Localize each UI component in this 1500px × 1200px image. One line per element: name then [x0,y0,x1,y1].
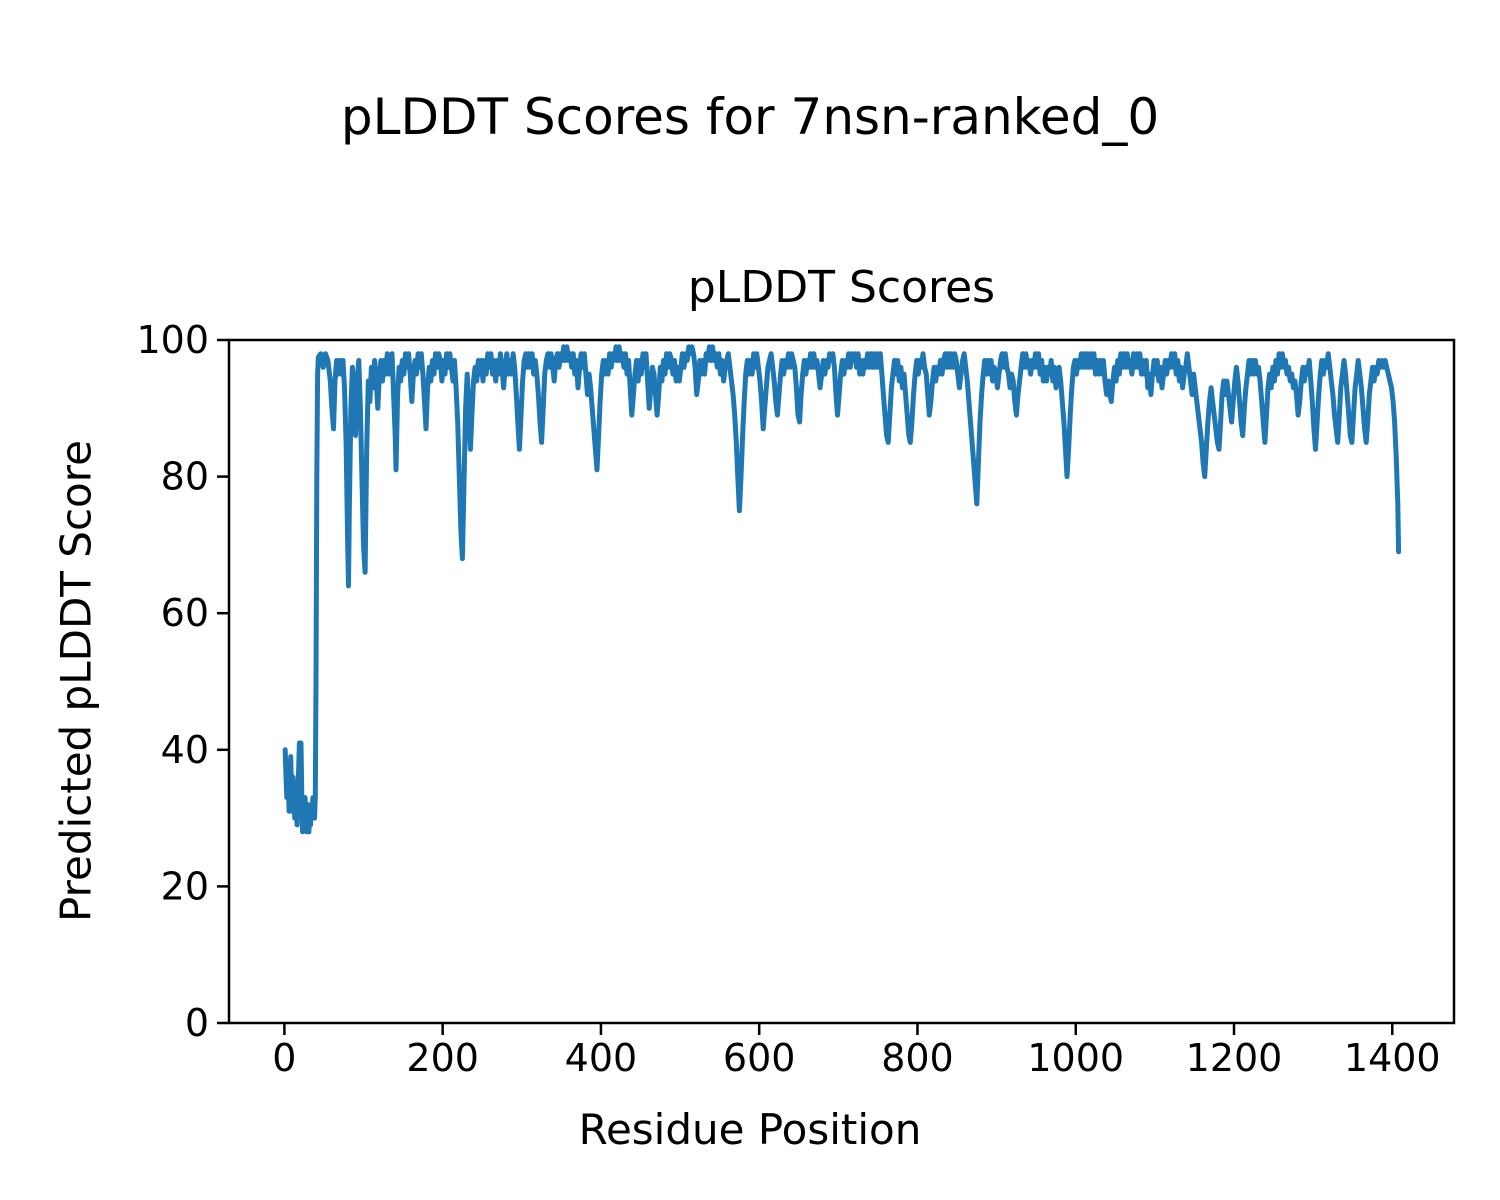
y-tick-label: 20 [161,864,209,908]
y-tick-label: 60 [161,591,209,635]
x-tick-label: 0 [272,1036,296,1080]
x-tick-label: 1000 [1027,1036,1124,1080]
y-tick-label: 40 [161,728,209,772]
x-tick-label: 200 [406,1036,479,1080]
y-tick-label: 0 [185,1001,209,1045]
x-axis-label: Residue Position [578,1105,922,1154]
x-tick-label: 400 [565,1036,638,1080]
plddt-line-series [282,344,1402,835]
y-tick-label: 80 [161,455,209,499]
x-tick-label: 800 [881,1036,954,1080]
x-tick-label: 1400 [1344,1036,1441,1080]
y-tick-label: 100 [136,318,209,362]
axes-title: pLDDT Scores [687,262,996,313]
x-tick-label: 1200 [1186,1036,1283,1080]
y-axis-label-text: Predicted pLDDT Score [51,440,101,922]
x-tick-label: 600 [723,1036,796,1080]
figure-title: pLDDT Scores for 7nsn-ranked_0 [340,88,1160,146]
axes-spines [227,338,1456,1025]
